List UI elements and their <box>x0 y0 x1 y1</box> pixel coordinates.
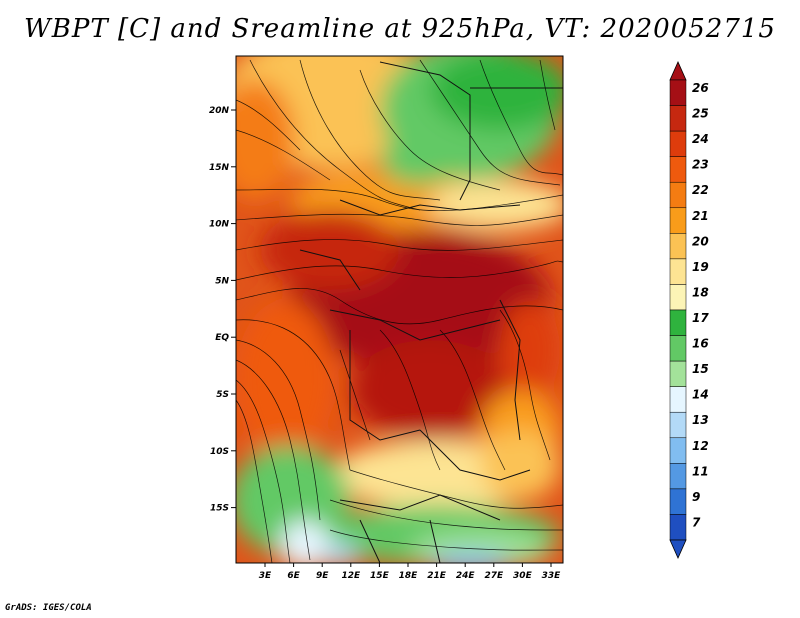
lat-tick-label: 10S <box>210 447 229 457</box>
colorbar-segment <box>669 233 687 260</box>
latitude-axis: 20N 15N 10N 5N EQ 5S 10S 15S <box>209 106 236 514</box>
lon-tick-label: 15E <box>370 571 390 581</box>
colorbar-segment <box>669 105 687 132</box>
colorbar-segment <box>669 463 687 490</box>
lon-tick-label: 18E <box>399 571 419 581</box>
colorbar-bottom-arrow <box>669 539 687 559</box>
lon-tick-label: 33E <box>542 571 562 581</box>
colorbar-segment <box>669 360 687 387</box>
colorbar-label: 24 <box>692 132 709 146</box>
grads-credit: GrADS: IGES/COLA <box>5 603 92 613</box>
colorbar-label: 13 <box>692 413 709 427</box>
colorbar-label: 26 <box>692 81 709 95</box>
colorbar-segment <box>669 207 687 234</box>
map-panel <box>236 56 563 563</box>
lon-tick-label: 12E <box>341 571 361 581</box>
colorbar-label: 11 <box>692 464 709 478</box>
lon-tick-label: 30E <box>513 571 533 581</box>
colorbar-label: 21 <box>692 209 709 223</box>
colorbar-segment <box>669 488 687 515</box>
colorbar-label: 17 <box>692 311 709 325</box>
colorbar-label: 16 <box>692 337 709 351</box>
lat-tick-label: 20N <box>209 106 230 116</box>
lon-tick-label: 27E <box>484 571 504 581</box>
lat-tick-label: EQ <box>215 333 229 343</box>
colorbar-segment <box>669 181 687 209</box>
map-frame <box>235 55 564 564</box>
lat-tick-label: 10N <box>209 220 230 230</box>
lon-tick-label: 24E <box>456 571 476 581</box>
colorbar-label: 25 <box>692 107 709 121</box>
lon-tick-label: 9E <box>316 571 329 581</box>
lon-tick-label: 6E <box>287 571 300 581</box>
colorbar-label: 20 <box>692 234 709 248</box>
lat-tick-label: 5N <box>215 276 229 286</box>
colorbar-segment <box>669 130 687 157</box>
colorbar-segment <box>669 386 687 413</box>
colorbar-label: 18 <box>692 285 709 299</box>
lat-tick-label: 15N <box>209 163 230 173</box>
colorbar-label: 12 <box>692 439 709 453</box>
lat-tick-label: 15S <box>210 504 229 514</box>
colorbar-label: 23 <box>692 158 709 172</box>
colorbar-segment <box>669 156 687 183</box>
colorbar: 26 25 24 23 22 21 20 19 18 17 16 15 14 13 12 11 9 7 <box>669 61 709 559</box>
colorbar-segment <box>669 79 687 106</box>
lon-tick-label: 21E <box>427 571 447 581</box>
colorbar-label: 15 <box>692 362 709 376</box>
colorbar-top-arrow <box>669 61 687 81</box>
colorbar-segment <box>669 309 687 336</box>
colorbar-segment <box>669 284 687 311</box>
colorbar-segment <box>669 258 687 285</box>
colorbar-label: 9 <box>692 490 700 504</box>
country-borders <box>299 61 563 563</box>
colorbar-label: 7 <box>692 515 701 529</box>
colorbar-segment <box>669 437 687 464</box>
lat-tick-label: 5S <box>216 390 229 400</box>
map-title: WBPT [C] and Sreamline at 925hPa, VT: 20… <box>24 14 776 44</box>
colorbar-label: 14 <box>692 388 709 402</box>
colorbar-label: 22 <box>692 183 709 197</box>
streamlines <box>236 59 563 563</box>
colorbar-label: 19 <box>692 260 709 274</box>
colorbar-segment <box>669 335 687 362</box>
colorbar-segment <box>669 514 687 541</box>
colorbar-segment <box>669 411 687 439</box>
longitude-axis: 3E 6E 9E 12E 15E 18E 21E 24E 27E 30E 33E <box>259 563 561 581</box>
lon-tick-label: 3E <box>259 571 272 581</box>
